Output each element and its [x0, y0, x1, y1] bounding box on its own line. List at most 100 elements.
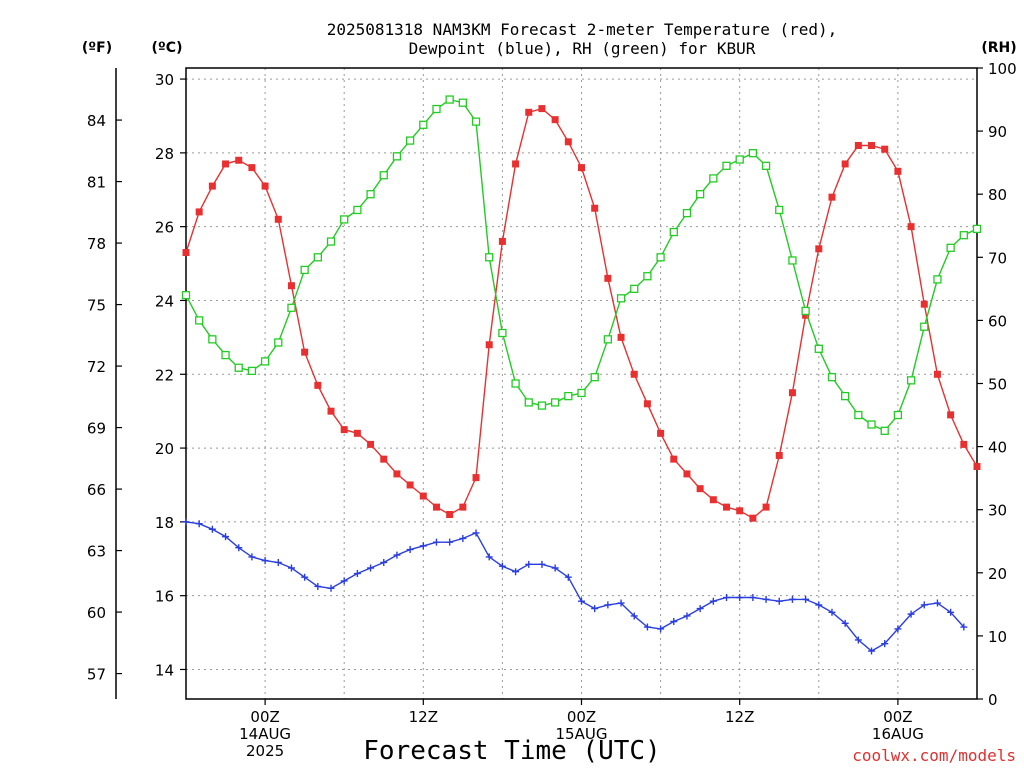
data-point-temperature [222, 160, 230, 168]
rh-tick-label: 100 [988, 60, 1017, 78]
data-point-temperature [815, 245, 823, 253]
data-point-rh [788, 256, 797, 265]
rh-tick-label: 90 [988, 123, 1007, 141]
data-point-dewpoint [828, 608, 836, 616]
fahrenheit-tick-label: 57 [87, 666, 106, 684]
data-point-temperature [907, 223, 915, 231]
rh-tick-label: 30 [988, 502, 1007, 520]
data-point-temperature [841, 160, 849, 168]
time-tick-label: 00Z [883, 708, 912, 726]
data-point-dewpoint [419, 542, 427, 550]
data-point-temperature [235, 156, 243, 164]
data-point-rh [893, 410, 903, 420]
celsius-tick-label: 24 [155, 292, 174, 310]
data-point-temperature [973, 463, 981, 471]
data-point-rh [419, 120, 428, 129]
data-point-temperature [578, 164, 585, 172]
data-point-rh [880, 426, 889, 435]
fahrenheit-tick-label: 66 [87, 481, 106, 499]
data-point-temperature [749, 514, 757, 522]
data-point-rh [234, 363, 243, 372]
data-point-rh [471, 117, 481, 126]
data-point-dewpoint [960, 623, 968, 631]
data-point-dewpoint [802, 595, 810, 603]
data-point-dewpoint [868, 647, 876, 655]
data-point-rh [221, 350, 230, 360]
data-point-dewpoint [736, 594, 744, 602]
data-point-dewpoint [657, 625, 665, 633]
data-point-rh [432, 104, 441, 114]
data-point-temperature [854, 141, 862, 149]
x-axis-title: Forecast Time (UTC) [363, 736, 660, 766]
data-point-rh [274, 338, 283, 347]
data-point-dewpoint [393, 551, 401, 559]
data-point-rh [775, 205, 784, 215]
data-point-dewpoint [208, 525, 216, 533]
fahrenheit-axis-ticks: 57 60 63 66 69 72 75 78 81 84 [87, 112, 122, 684]
data-point-dewpoint [248, 553, 256, 561]
data-point-temperature [591, 204, 599, 212]
data-point-rh [709, 174, 718, 183]
fahrenheit-tick-label: 63 [87, 543, 106, 561]
data-point-rh [603, 335, 613, 344]
data-point-dewpoint [617, 599, 625, 607]
fahrenheit-tick-label: 60 [87, 604, 106, 622]
data-point-rh [379, 171, 388, 180]
data-point-dewpoint [327, 584, 335, 592]
data-point-dewpoint [907, 610, 915, 618]
data-point-dewpoint [367, 564, 375, 572]
data-point-temperature [498, 237, 506, 245]
data-point-dewpoint [406, 546, 414, 554]
data-point-dewpoint [314, 582, 322, 590]
data-point-rh [761, 161, 771, 170]
data-point-temperature [630, 370, 638, 378]
data-point-dewpoint [432, 538, 440, 546]
data-point-rh [511, 379, 520, 388]
data-point-rh [445, 95, 454, 104]
data-point-rh [577, 388, 586, 398]
data-point-dewpoint [762, 595, 770, 603]
data-point-temperature [208, 182, 216, 190]
data-point-temperature [643, 400, 651, 408]
data-point-temperature [933, 370, 941, 378]
data-point-rh [590, 373, 599, 382]
data-point-rh [353, 205, 362, 215]
data-point-dewpoint [933, 599, 941, 607]
data-point-dewpoint [380, 558, 388, 566]
data-point-dewpoint [182, 518, 190, 526]
data-point-dewpoint [512, 568, 520, 576]
celsius-tick-label: 30 [155, 71, 174, 89]
data-point-rh [485, 253, 494, 262]
data-point-temperature [314, 381, 322, 389]
data-point-dewpoint [670, 618, 678, 626]
data-point-temperature [802, 311, 810, 319]
data-point-temperature [683, 470, 691, 478]
data-point-rh [669, 227, 678, 237]
data-point-rh [722, 161, 731, 170]
fahrenheit-tick-label: 75 [87, 297, 106, 315]
chart-title-line1: 2025081318 NAM3KM Forecast 2-meter Tempe… [327, 20, 838, 39]
data-point-dewpoint [274, 558, 282, 566]
time-tick-label: 14AUG [239, 725, 291, 743]
data-point-rh [181, 291, 191, 300]
rh-tick-label: 50 [988, 376, 1007, 394]
data-point-rh [643, 272, 652, 281]
fahrenheit-tick-label: 72 [87, 358, 106, 376]
data-point-temperature [828, 193, 836, 201]
data-point-dewpoint [854, 636, 862, 644]
data-point-rh [841, 391, 850, 401]
time-tick-label: 2025 [246, 742, 284, 760]
data-point-dewpoint [630, 612, 638, 620]
data-point-temperature [775, 451, 783, 459]
data-point-rh [458, 98, 468, 107]
data-point-temperature [432, 503, 440, 511]
data-point-rh [208, 335, 217, 344]
data-point-temperature [287, 282, 295, 290]
data-point-temperature [617, 333, 625, 341]
data-point-dewpoint [947, 608, 955, 616]
data-point-rh [696, 190, 705, 199]
data-point-temperature [274, 215, 282, 223]
data-point-temperature [960, 440, 968, 448]
data-point-dewpoint [340, 577, 348, 585]
